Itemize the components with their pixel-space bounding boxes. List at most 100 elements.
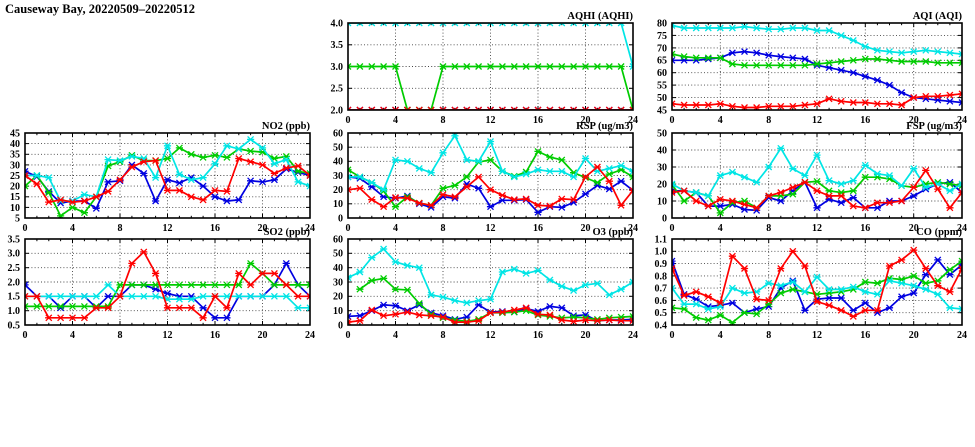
x-tick-label: 24 bbox=[305, 223, 315, 234]
x-tick-label: 16 bbox=[860, 330, 870, 341]
y-tick-label: 1.1 bbox=[655, 234, 668, 245]
x-tick-label: 0 bbox=[346, 330, 351, 341]
y-tick-label: 5 bbox=[15, 213, 20, 224]
y-tick-label: 10 bbox=[10, 203, 20, 214]
y-tick-label: 1.0 bbox=[655, 247, 668, 258]
y-tick-label: 30 bbox=[333, 171, 343, 182]
x-tick-label: 20 bbox=[581, 330, 591, 341]
y-tick-label: 15 bbox=[10, 192, 20, 203]
chart-title: RSP (ug/m3) bbox=[576, 121, 633, 132]
x-tick-label: 0 bbox=[346, 223, 351, 234]
chart-title: NO2 (ppb) bbox=[262, 121, 311, 132]
y-tick-label: 20 bbox=[10, 182, 20, 193]
series-line-cyan bbox=[25, 283, 310, 309]
x-tick-label: 20 bbox=[909, 223, 919, 234]
chart-svg-so2: 0.5 1.0 1.5 2.0 2.5 3.0 3.5 0 4 8 12 16 20 24 SO2 (ppb… bbox=[8, 227, 316, 341]
x-tick-label: 4 bbox=[393, 223, 398, 234]
y-tick-label: 75 bbox=[657, 31, 667, 42]
y-tick-label: 10 bbox=[333, 306, 343, 317]
x-tick-label: 4 bbox=[718, 223, 723, 234]
plot-frame bbox=[347, 238, 634, 326]
y-tick-label: 80 bbox=[657, 18, 667, 29]
plot-frame bbox=[347, 132, 634, 219]
x-tick-label: 4 bbox=[393, 115, 398, 126]
x-tick-label: 0 bbox=[346, 115, 351, 126]
x-tick-label: 24 bbox=[628, 223, 638, 234]
plot-frame bbox=[671, 238, 963, 326]
y-tick-label: 0.7 bbox=[655, 284, 668, 295]
x-tick-label: 8 bbox=[441, 223, 446, 234]
chart-svg-o3: 0 10 20 30 40 50 60 0 4 8 12 16 20 24 O3 (ppb) bbox=[333, 227, 638, 341]
y-tick-label: 0.8 bbox=[655, 271, 668, 282]
x-tick-label: 16 bbox=[210, 223, 220, 234]
x-tick-label: 8 bbox=[766, 115, 771, 126]
series-line-blue bbox=[672, 50, 963, 104]
page-title: Causeway Bay, 20220509–20220512 bbox=[5, 2, 195, 16]
x-tick-label: 20 bbox=[258, 223, 268, 234]
y-tick-label: 30 bbox=[10, 160, 20, 171]
y-tick-label: 50 bbox=[333, 143, 343, 154]
y-tick-label: 2.0 bbox=[8, 277, 21, 288]
x-tick-label: 12 bbox=[486, 330, 496, 341]
series-line-cyan bbox=[347, 247, 634, 304]
x-tick-label: 20 bbox=[581, 115, 591, 126]
x-tick-label: 0 bbox=[23, 223, 28, 234]
x-tick-label: 20 bbox=[909, 115, 919, 126]
y-tick-label: 0.5 bbox=[8, 320, 21, 331]
x-tick-label: 4 bbox=[70, 223, 75, 234]
chart-rsp: 0 10 20 30 40 50 60 0 4 8 12 16 20 24 RSP (ug/m3) bbox=[318, 117, 646, 235]
y-tick-label: 35 bbox=[10, 150, 20, 161]
plot-frame bbox=[671, 22, 963, 111]
chart-so2: 0.5 1.0 1.5 2.0 2.5 3.0 3.5 0 4 8 12 16 20 24 SO2 (ppb… bbox=[0, 223, 323, 342]
y-tick-label: 2.5 bbox=[331, 84, 344, 95]
chart-co: 0.4 0.5 0.6 0.7 0.8 0.9 1.0 1.1 0 4 8 12 16 20 24 CO (p… bbox=[642, 223, 975, 342]
series-markers-green bbox=[24, 259, 311, 310]
chart-title: CO (ppm) bbox=[916, 227, 962, 238]
chart-title: O3 (ppb) bbox=[592, 227, 633, 238]
series-group bbox=[347, 22, 634, 111]
series-group bbox=[671, 246, 963, 326]
y-tick-label: 40 bbox=[333, 157, 343, 168]
x-tick-label: 20 bbox=[258, 330, 268, 341]
x-tick-label: 8 bbox=[441, 115, 446, 126]
x-tick-label: 20 bbox=[581, 223, 591, 234]
y-tick-label: 1.5 bbox=[8, 292, 21, 303]
x-tick-label: 4 bbox=[718, 115, 723, 126]
y-tick-label: 40 bbox=[10, 139, 20, 150]
y-tick-label: 40 bbox=[333, 263, 343, 274]
plot-frame bbox=[347, 22, 634, 111]
y-tick-label: 10 bbox=[333, 199, 343, 210]
chart-title: SO2 (ppb) bbox=[264, 227, 311, 238]
chart-svg-rsp: 0 10 20 30 40 50 60 0 4 8 12 16 20 24 RSP (ug/m3) bbox=[333, 121, 638, 234]
plot-frame bbox=[671, 132, 963, 219]
x-tick-label: 24 bbox=[957, 223, 967, 234]
chart-svg-fsp: 0 10 20 30 40 50 0 4 8 12 16 20 24 FSP (ug/m3) bbox=[657, 121, 967, 234]
x-tick-label: 0 bbox=[23, 330, 28, 341]
y-tick-label: 25 bbox=[10, 171, 20, 182]
y-tick-label: 30 bbox=[333, 277, 343, 288]
series-line-cyan bbox=[671, 275, 963, 310]
y-tick-label: 60 bbox=[657, 68, 667, 79]
series-group bbox=[671, 144, 963, 217]
y-tick-label: 0.4 bbox=[655, 320, 668, 331]
x-tick-label: 16 bbox=[860, 115, 870, 126]
y-tick-label: 1.0 bbox=[8, 306, 21, 317]
y-tick-label: 0 bbox=[338, 213, 343, 224]
chart-title: AQI (AQI) bbox=[913, 11, 963, 22]
y-tick-label: 0.6 bbox=[655, 296, 668, 307]
chart-fsp: 0 10 20 30 40 50 0 4 8 12 16 20 24 FSP (ug/m3) bbox=[642, 117, 975, 235]
x-tick-label: 20 bbox=[909, 330, 919, 341]
chart-aqi: 45 50 55 60 65 70 75 80 0 4 8 12 16 20 24 AQI (AQI) bbox=[642, 7, 975, 127]
y-tick-label: 10 bbox=[657, 196, 667, 207]
plot-frame bbox=[24, 238, 311, 326]
y-tick-label: 65 bbox=[657, 56, 667, 67]
x-tick-label: 24 bbox=[957, 330, 967, 341]
x-tick-label: 16 bbox=[210, 330, 220, 341]
x-tick-label: 24 bbox=[628, 115, 638, 126]
y-tick-label: 20 bbox=[657, 179, 667, 190]
x-tick-label: 4 bbox=[718, 330, 723, 341]
y-tick-label: 30 bbox=[657, 162, 667, 173]
